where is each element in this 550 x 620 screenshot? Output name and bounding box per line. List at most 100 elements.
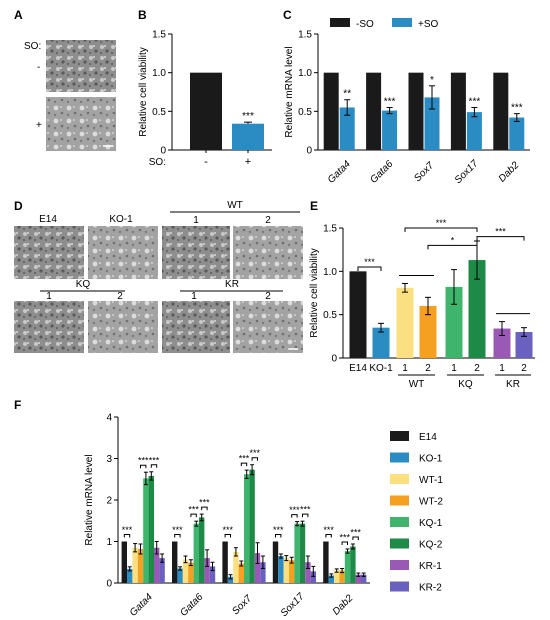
legend-label: WT-2	[419, 497, 443, 508]
bar	[238, 563, 244, 583]
bar	[408, 72, 424, 150]
micrograph-kq2	[88, 301, 158, 353]
group-label-wt: WT	[227, 200, 243, 211]
panel-label-b: B	[138, 8, 147, 22]
significance-label: ***	[384, 96, 396, 107]
significance-label: ***	[250, 448, 261, 458]
significance-bracket	[275, 534, 282, 538]
bar	[127, 568, 133, 583]
bar	[361, 574, 367, 583]
y-tick-label: 4	[106, 413, 112, 424]
bar	[249, 469, 255, 583]
bar	[190, 72, 222, 150]
bar	[344, 551, 351, 583]
significance-bracket	[123, 534, 131, 538]
group-label-kq: KQ	[76, 279, 91, 290]
image-label-kr2: 2	[265, 291, 271, 302]
y-tick-label: 1.5	[323, 224, 337, 235]
x-tick-label: Gata4	[326, 158, 353, 185]
significance-label: ***	[495, 227, 506, 237]
y-tick-label: 1.0	[298, 68, 312, 79]
so-label: SO:	[24, 41, 41, 52]
bar	[233, 551, 239, 583]
bar	[466, 112, 482, 150]
bar	[323, 72, 339, 150]
y-tick-label: 0.5	[152, 107, 166, 118]
bar	[172, 541, 178, 583]
bar	[305, 562, 311, 583]
bar	[188, 562, 194, 583]
significance-bracket	[476, 236, 525, 241]
image-label-wt1: 1	[193, 215, 199, 226]
legend-label: E14	[419, 432, 437, 443]
bar	[132, 547, 138, 583]
bar	[154, 547, 160, 583]
y-axis-label: Relative mRNA level	[84, 454, 95, 545]
legend-swatch	[390, 452, 409, 463]
x-tick-label: 1	[499, 363, 505, 374]
significance-bracket	[352, 536, 359, 540]
y-axis-label: Relative cell viability	[138, 47, 149, 136]
bar	[278, 556, 284, 583]
bar	[294, 523, 300, 583]
significance-bracket	[325, 534, 332, 538]
bar	[244, 474, 250, 583]
y-tick-label: 0	[160, 146, 166, 157]
bar	[159, 558, 165, 583]
significance-label: ***	[273, 525, 284, 535]
bar	[289, 560, 295, 583]
bar	[509, 117, 525, 150]
bar	[355, 574, 361, 583]
x-tick-label: Gata4	[128, 591, 155, 618]
micrograph-kr2	[233, 301, 303, 353]
significance-label: **	[343, 89, 351, 100]
legend-label: WT-1	[419, 475, 443, 486]
significance-label: *	[451, 235, 455, 245]
bar	[232, 123, 264, 150]
bar	[137, 548, 144, 583]
y-tick-label: 1.5	[298, 30, 312, 41]
micrograph-minus-so	[46, 40, 116, 92]
legend-swatch	[390, 560, 409, 570]
significance-label: ***	[188, 505, 199, 515]
significance-label: ***	[242, 111, 254, 122]
image-label-wt2: 2	[265, 215, 271, 226]
y-tick-label: 2	[106, 496, 112, 507]
image-label-ko1: KO-1	[109, 214, 133, 225]
x-tick-label: 1	[402, 363, 408, 374]
legend-swatch	[390, 517, 409, 527]
significance-bracket	[140, 464, 147, 469]
bar	[254, 553, 261, 583]
significance-bracket	[240, 462, 248, 467]
micrograph-wt2	[233, 226, 303, 279]
significance-label: ***	[436, 218, 447, 228]
significance-bracket	[174, 534, 181, 538]
bar	[419, 306, 437, 358]
bar	[349, 271, 367, 358]
bar	[468, 260, 486, 358]
bar	[299, 523, 306, 583]
bar	[445, 286, 463, 358]
bar	[310, 571, 316, 583]
legend-label: KQ-2	[419, 540, 443, 551]
bar	[424, 97, 440, 150]
y-axis-label: Relative mRNA level	[284, 46, 295, 137]
significance-label: ***	[300, 505, 311, 515]
significance-bracket	[291, 514, 298, 518]
x-tick-label: Sox7	[412, 160, 436, 184]
image-label-kq1: 1	[46, 291, 52, 302]
image-label-kr1: 1	[191, 291, 197, 302]
x-tick-label: +	[245, 156, 251, 168]
significance-label: ***	[469, 96, 481, 107]
chart-e: 0 0.5 1.0 1.5 Relative cell viability E14 KO-1…	[309, 218, 535, 390]
bar	[334, 570, 340, 583]
bar	[350, 546, 356, 583]
bar	[515, 332, 533, 358]
significance-label: ***	[223, 525, 234, 535]
x-tick-label: 2	[521, 363, 527, 374]
micrograph-wt1	[162, 226, 230, 279]
legend-swatch	[390, 538, 409, 549]
y-tick-label: 0	[306, 146, 312, 157]
micrograph-kq1	[14, 301, 84, 353]
